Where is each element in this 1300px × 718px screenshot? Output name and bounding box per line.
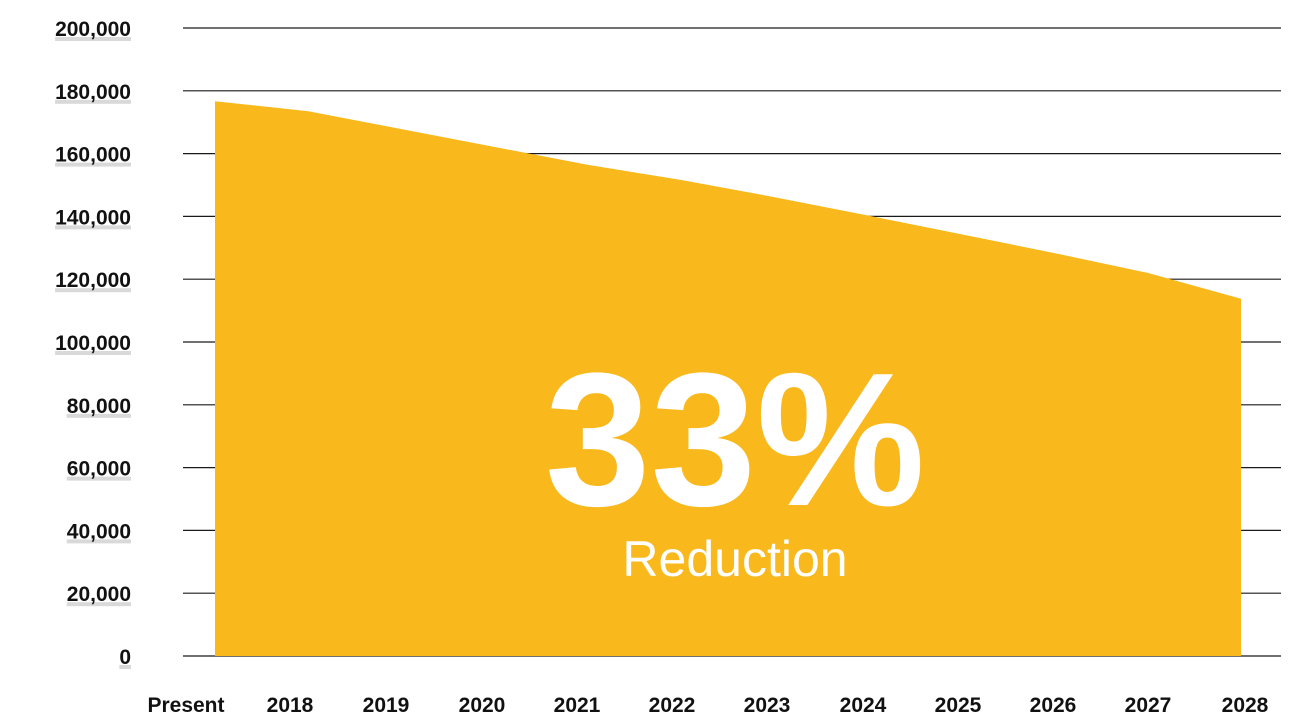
- y-tick-label: 60,000: [67, 458, 131, 481]
- x-tick-label: 2023: [744, 694, 791, 717]
- y-tick: 0: [119, 646, 131, 669]
- y-tick-label: 160,000: [55, 144, 131, 167]
- x-tick-label: 2019: [363, 694, 410, 717]
- y-tick: 80,000: [66, 395, 131, 418]
- y-tick-label: 180,000: [55, 81, 131, 104]
- y-tick-label: 40,000: [67, 520, 131, 543]
- y-tick-underline: [66, 602, 131, 607]
- x-tick-label: 2026: [1030, 694, 1077, 717]
- y-tick-underline: [55, 37, 131, 41]
- y-tick: 60,000: [66, 458, 131, 481]
- x-axis-tick-labels: Present 2018 2019 2020 2021 2022 2023 2024 2025 2…: [147, 694, 1268, 717]
- y-tick-label: 100,000: [55, 332, 131, 355]
- reduction-area: [215, 101, 1241, 656]
- x-tick-label: 2028: [1222, 694, 1269, 717]
- x-tick-label: 2022: [649, 694, 696, 717]
- y-tick-underline: [66, 476, 131, 481]
- x-tick-label: 2024: [840, 694, 887, 717]
- y-tick-underline: [55, 225, 131, 230]
- y-tick: 180,000: [55, 81, 131, 104]
- reduction-percentage-label: 33%: [545, 334, 925, 546]
- y-tick-label: 200,000: [55, 18, 131, 41]
- y-tick-label: 20,000: [67, 583, 131, 606]
- y-tick-label: 120,000: [55, 269, 131, 292]
- x-tick-label: 2020: [459, 694, 506, 717]
- reduction-caption-label: Reduction: [622, 531, 847, 587]
- y-tick-underline: [66, 539, 131, 544]
- x-tick-label: Present: [147, 694, 224, 717]
- y-tick-label: 80,000: [67, 395, 131, 418]
- y-tick-label: 0: [119, 646, 131, 669]
- y-axis-tick-labels: 0 20,000 40,000 60,000 80,000 100,000 120,000 1…: [55, 18, 131, 669]
- x-tick-label: 2021: [554, 694, 601, 717]
- x-tick-label: 2025: [935, 694, 982, 717]
- y-tick-underline: [55, 162, 131, 167]
- x-tick-label: 2018: [267, 694, 314, 717]
- y-tick: 40,000: [66, 520, 131, 544]
- y-tick-label: 140,000: [55, 206, 131, 229]
- y-tick: 140,000: [55, 206, 131, 230]
- y-tick: 120,000: [55, 269, 131, 293]
- y-tick: 200,000: [55, 18, 131, 41]
- y-tick: 160,000: [55, 144, 131, 167]
- y-tick-underline: [119, 665, 131, 669]
- y-tick: 20,000: [66, 583, 131, 607]
- y-tick-underline: [55, 351, 131, 355]
- x-tick-label: 2027: [1125, 694, 1172, 717]
- y-tick-underline: [55, 288, 131, 293]
- y-tick: 100,000: [55, 332, 131, 355]
- reduction-annotation: 33% Reduction: [545, 334, 925, 587]
- y-tick-underline: [66, 413, 131, 418]
- y-tick-underline: [55, 99, 131, 104]
